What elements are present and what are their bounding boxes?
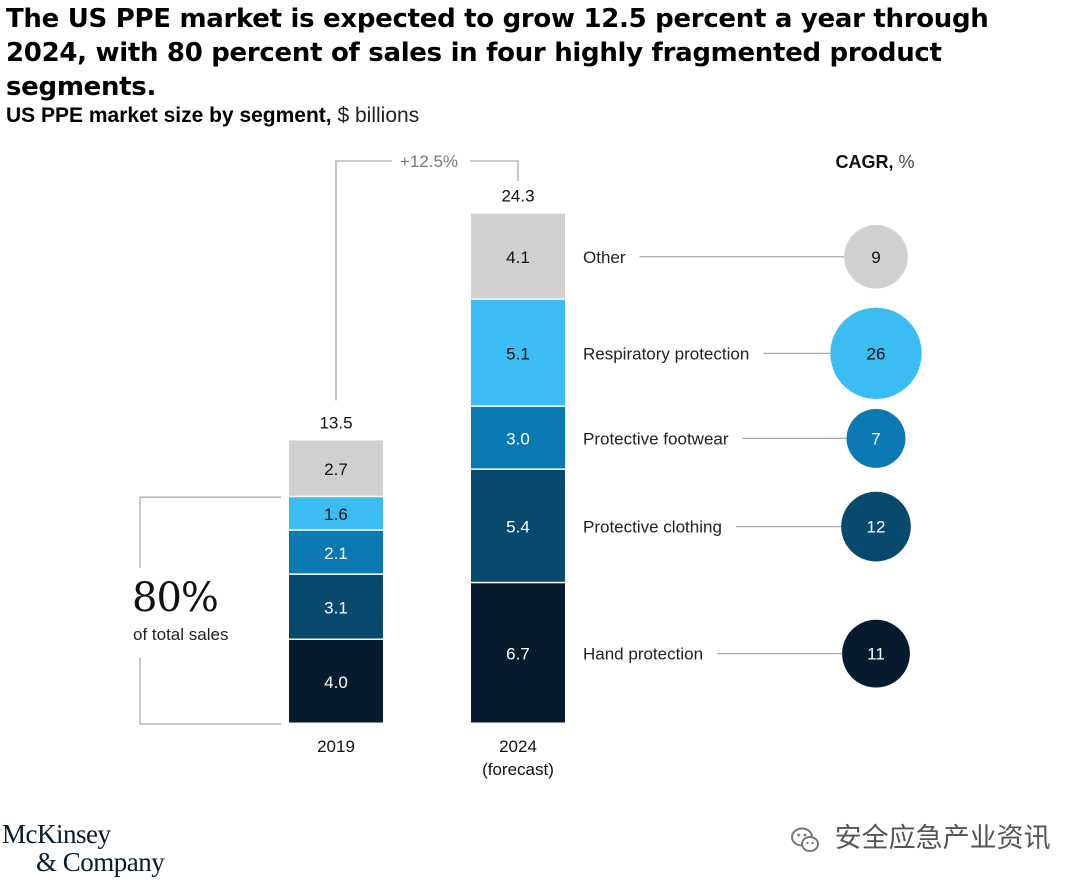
x-tick-label-0-0: 2019	[317, 737, 355, 756]
cagr-value-hand: 11	[867, 645, 885, 664]
cagr-value-respiratory: 26	[867, 344, 886, 363]
mckinsey-logo: McKinsey & Company	[2, 819, 165, 877]
cagr-bubble-clothing	[841, 491, 911, 562]
cagr-value-footwear: 7	[871, 429, 880, 448]
data-label-respiratory-1: 5.1	[506, 344, 530, 363]
cagr-header-bold: CAGR,	[835, 152, 898, 172]
bar-total-0: 13.5	[319, 414, 352, 433]
cagr-bubble-footwear	[846, 408, 906, 468]
share-label: of total sales	[133, 625, 228, 644]
data-label-respiratory-0: 1.6	[324, 505, 348, 524]
bar-segment-respiratory-0	[289, 497, 383, 530]
cagr-value-clothing: 12	[867, 518, 886, 537]
logo-line-1: McKinsey	[2, 819, 111, 849]
cagr-bubble-respiratory	[830, 307, 922, 400]
cagr-header: CAGR, %	[835, 152, 914, 172]
bar-segment-other-0	[289, 440, 383, 496]
cagr-bubble-other	[844, 224, 908, 289]
data-label-other-1: 4.1	[506, 248, 530, 267]
legend-label-other: Other	[583, 248, 626, 267]
x-tick-label-1-1: (forecast)	[482, 760, 554, 779]
data-label-footwear-0: 2.1	[324, 544, 348, 563]
watermark-text: 安全应急产业资讯	[834, 823, 1051, 854]
bar-segment-footwear-1	[471, 406, 565, 469]
growth-bracket-left	[335, 160, 392, 401]
cagr-value-other: 9	[871, 248, 880, 267]
share-bracket-top	[139, 496, 281, 568]
bar-total-1: 24.3	[501, 187, 534, 206]
subtitle-unit: $ billions	[337, 104, 420, 127]
cagr-bubble-hand	[842, 619, 910, 688]
data-label-hand-1: 6.7	[506, 645, 530, 664]
data-label-clothing-1: 5.4	[506, 518, 530, 537]
bar-segment-footwear-0	[289, 530, 383, 574]
data-label-footwear-1: 3.0	[506, 429, 530, 448]
logo-line-2: & Company	[36, 847, 165, 877]
wechat-icon	[791, 827, 819, 852]
share-bracket-bottom	[139, 658, 281, 725]
data-label-other-0: 2.7	[324, 460, 348, 479]
bar-segment-other-1	[471, 213, 565, 299]
growth-bracket-right	[470, 160, 519, 181]
x-tick-label-1-0: 2024	[499, 737, 537, 756]
bar-segment-hand-1	[471, 583, 565, 723]
bar-segment-clothing-1	[471, 469, 565, 582]
ppe-stacked-bar-chart: 4.0 3.1 2.1 1.6 2.7 13.5 2019 6.7 5.4 3.0 5.1 4.1 24…	[132, 152, 922, 779]
data-label-clothing-0: 3.1	[324, 598, 348, 617]
growth-label: +12.5%	[400, 152, 458, 171]
chart-subtitle: US PPE market size by segment, $ billion…	[6, 104, 419, 128]
legend-label-footwear: Protective footwear	[583, 429, 729, 448]
watermark: 安全应急产业资讯	[790, 816, 1051, 855]
bar-segment-clothing-0	[289, 574, 383, 639]
share-value: 80%	[132, 575, 218, 621]
legend-label-hand: Hand protection	[583, 645, 703, 664]
subtitle-bold: US PPE market size by segment,	[6, 104, 332, 127]
cagr-header-unit: %	[898, 152, 914, 172]
chart-title: The US PPE market is expected to grow 12…	[6, 4, 989, 102]
bar-segment-hand-0	[289, 640, 383, 723]
data-label-hand-0: 4.0	[324, 673, 348, 692]
bar-segment-respiratory-1	[471, 299, 565, 406]
legend-label-clothing: Protective clothing	[583, 518, 722, 537]
legend-label-respiratory: Respiratory protection	[583, 344, 749, 363]
